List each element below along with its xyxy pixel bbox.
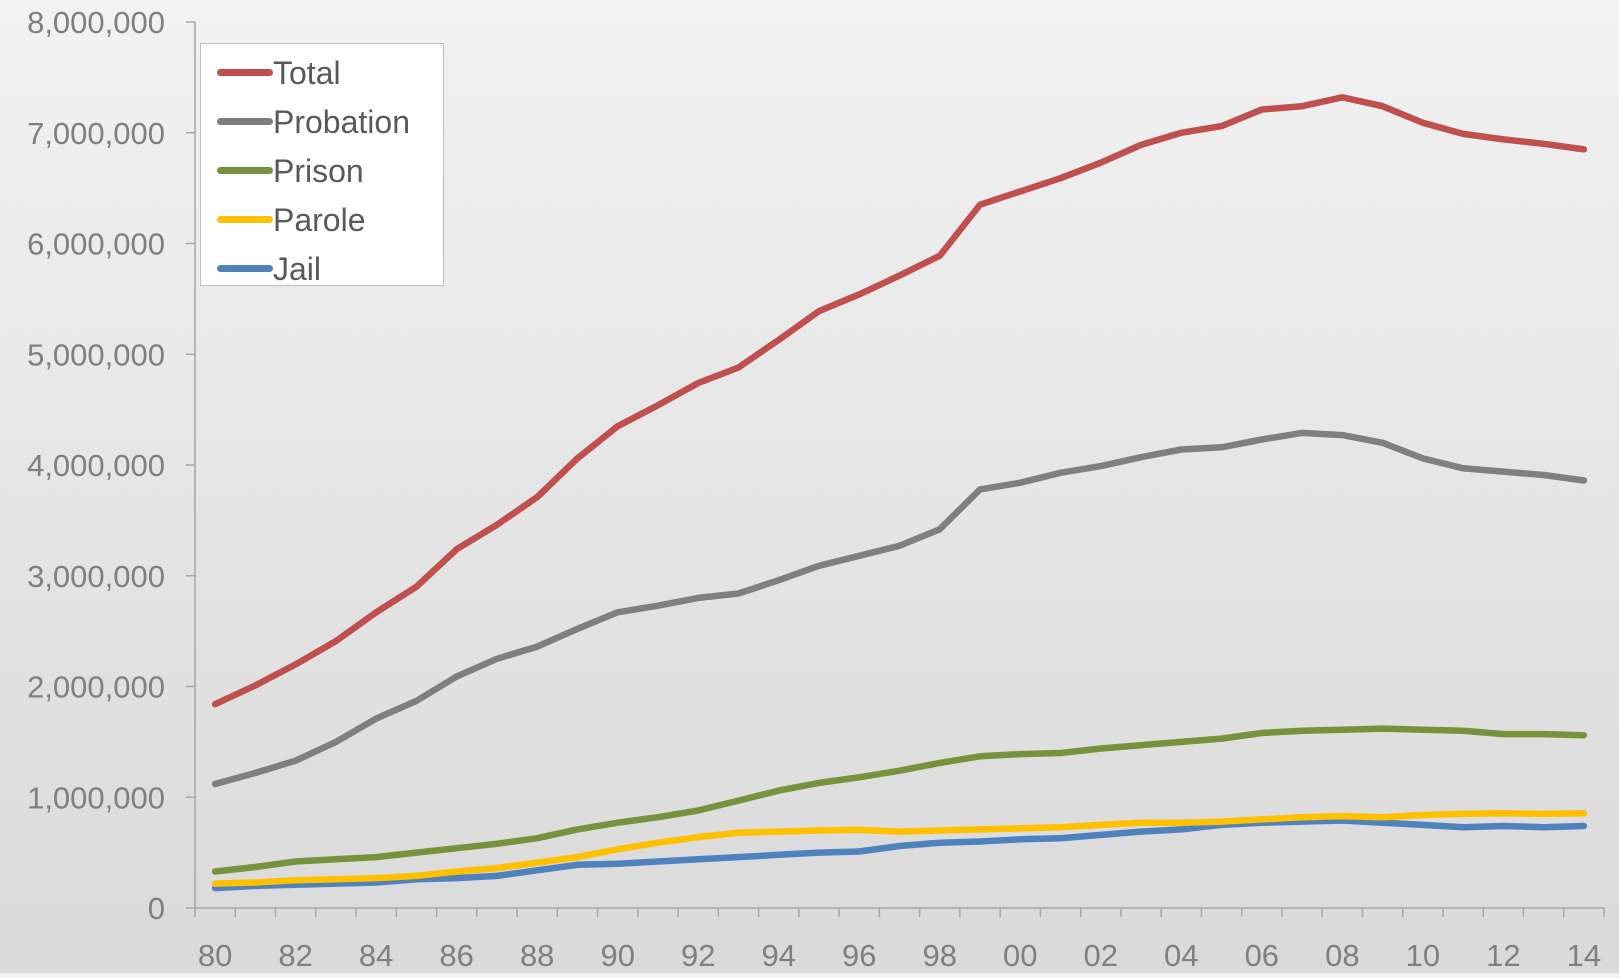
legend-item-jail: Jail	[201, 244, 443, 293]
series-line-parole	[211, 810, 1588, 887]
x-tick-label: 96	[842, 938, 876, 973]
y-tick-label: 5,000,000	[27, 337, 165, 372]
x-tick-label: 10	[1406, 938, 1440, 973]
legend: Total Probation Prison Parole Jail	[200, 43, 444, 286]
x-tick-label: 14	[1567, 938, 1601, 973]
y-tick-label: 7,000,000	[27, 116, 165, 151]
y-tick-label: 6,000,000	[27, 227, 165, 262]
legend-swatch	[217, 118, 273, 125]
legend-item-total: Total	[201, 48, 443, 97]
legend-label: Total	[273, 54, 341, 91]
legend-label: Probation	[273, 103, 410, 140]
series-line-total	[211, 94, 1588, 708]
y-tick-label: 3,000,000	[27, 559, 165, 594]
x-tick-label: 82	[278, 938, 312, 973]
x-tick-label: 04	[1164, 938, 1198, 973]
legend-item-parole: Parole	[201, 195, 443, 244]
x-tick-label: 84	[359, 938, 393, 973]
x-tick-label: 88	[520, 938, 554, 973]
series-layer	[211, 94, 1588, 892]
x-tick-label: 86	[439, 938, 473, 973]
legend-label: Jail	[273, 250, 322, 287]
legend-item-probation: Probation	[201, 97, 443, 146]
series-line-probation	[211, 429, 1588, 788]
legend-swatch	[217, 265, 273, 272]
legend-item-prison: Prison	[201, 146, 443, 195]
legend-label: Prison	[273, 152, 364, 189]
x-tick-label: 00	[1003, 938, 1037, 973]
y-tick-label: 4,000,000	[27, 448, 165, 483]
series-line-jail	[211, 817, 1588, 892]
axes: 0 1,000,000 2,000,000 3,000,000 4,000,000 5,0…	[27, 5, 1605, 973]
y-tick-label: 8,000,000	[27, 5, 165, 40]
x-tick-label: 06	[1245, 938, 1279, 973]
x-tick-label: 92	[681, 938, 715, 973]
series-line-prison	[211, 725, 1588, 875]
x-tick-label: 02	[1084, 938, 1118, 973]
y-tick-label: 2,000,000	[27, 670, 165, 705]
y-tick-label: 1,000,000	[27, 780, 165, 815]
legend-swatch	[217, 69, 273, 76]
x-tick-label: 90	[600, 938, 634, 973]
x-tick-label: 94	[761, 938, 795, 973]
y-tick-label: 0	[148, 891, 165, 926]
legend-swatch	[217, 216, 273, 223]
x-tick-label: 08	[1325, 938, 1359, 973]
x-tick-label: 80	[198, 938, 232, 973]
legend-label: Parole	[273, 201, 366, 238]
x-tick-label: 12	[1486, 938, 1520, 973]
legend-swatch	[217, 167, 273, 174]
x-tick-label: 98	[923, 938, 957, 973]
